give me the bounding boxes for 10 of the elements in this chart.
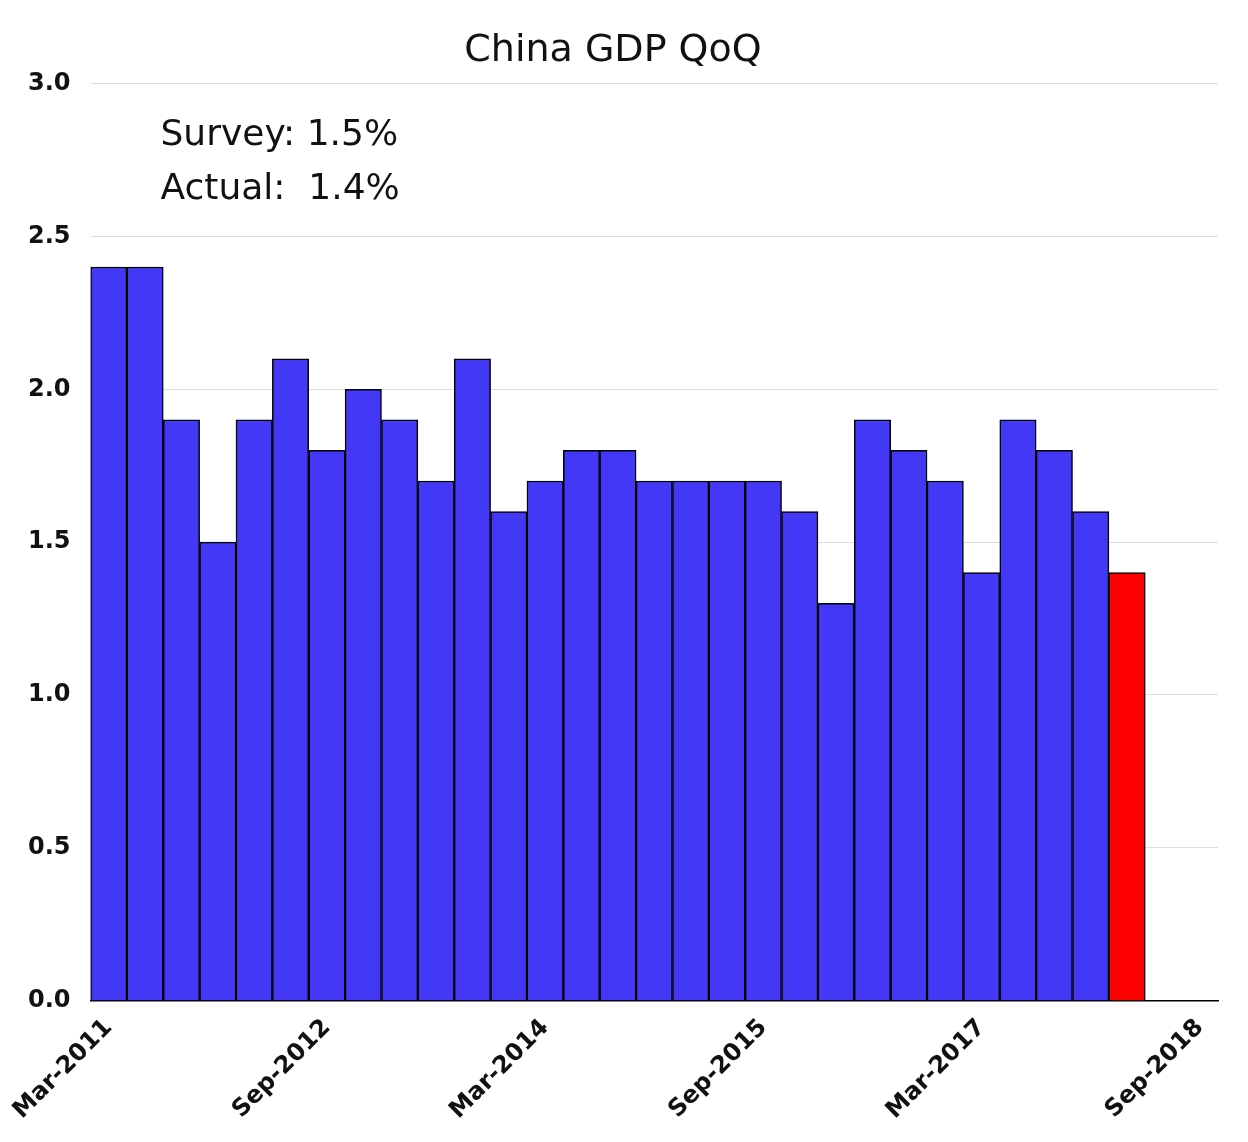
y-tick-label: 2.0	[28, 373, 71, 402]
y-tick-label: 1.5	[28, 526, 71, 555]
annotation: Survey: 1.5%	[160, 111, 399, 153]
y-tick-label: 0.0	[28, 984, 71, 1013]
y-tick-label: 0.5	[28, 832, 71, 861]
chart-title: China GDP QoQ	[464, 25, 762, 70]
y-tick-label: 3.0	[28, 67, 71, 96]
y-tick-label: 1.0	[28, 679, 71, 708]
y-tick-label: 2.5	[28, 220, 71, 249]
annotation: Actual: 1.4%	[160, 165, 400, 207]
